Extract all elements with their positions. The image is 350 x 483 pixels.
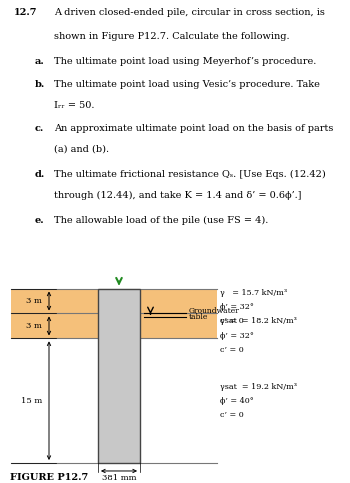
Text: The ultimate point load using Meyerhof’s procedure.: The ultimate point load using Meyerhof’s… [54, 57, 317, 66]
Text: A driven closed-ended pile, circular in cross section, is: A driven closed-ended pile, circular in … [54, 9, 325, 17]
Text: γsat  = 19.2 kN/m³: γsat = 19.2 kN/m³ [220, 383, 298, 391]
Text: ϕ’ = 32°: ϕ’ = 32° [220, 303, 254, 311]
Text: table: table [189, 313, 208, 321]
Text: ϕ’ = 32°: ϕ’ = 32° [220, 331, 254, 340]
Text: c’ = 0: c’ = 0 [220, 411, 244, 419]
Text: through (12.44), and take K = 1.4 and δ’ = 0.6ϕ’.]: through (12.44), and take K = 1.4 and δ’… [54, 191, 302, 200]
Text: The allowable load of the pile (use FS = 4).: The allowable load of the pile (use FS =… [54, 215, 269, 225]
Text: (a) and (b).: (a) and (b). [54, 145, 109, 154]
Text: 3 m: 3 m [26, 322, 42, 330]
Text: c.: c. [35, 124, 44, 133]
Text: 381 mm: 381 mm [102, 474, 136, 482]
Text: shown in Figure P12.7. Calculate the following.: shown in Figure P12.7. Calculate the fol… [54, 32, 290, 42]
Text: γ   = 15.7 kN/m³: γ = 15.7 kN/m³ [220, 289, 288, 297]
Text: γsat  = 18.2 kN/m³: γsat = 18.2 kN/m³ [220, 317, 298, 326]
Bar [10, 313, 217, 339]
Text: c’ = 0: c’ = 0 [220, 345, 244, 354]
Text: d.: d. [35, 170, 45, 179]
Text: c’ = 0: c’ = 0 [220, 317, 244, 325]
Text: Iᵣᵣ = 50.: Iᵣᵣ = 50. [54, 101, 95, 110]
Text: The ultimate frictional resistance Qₛ. [Use Eqs. (12.42): The ultimate frictional resistance Qₛ. [… [54, 170, 326, 179]
Text: FIGURE P12.7: FIGURE P12.7 [10, 473, 89, 482]
Text: 12.7: 12.7 [14, 9, 37, 17]
Text: Groundwater: Groundwater [189, 308, 240, 315]
Text: b.: b. [35, 80, 45, 89]
Bar [10, 288, 217, 313]
Text: An approximate ultimate point load on the basis of parts: An approximate ultimate point load on th… [54, 124, 334, 133]
Bar [98, 288, 140, 463]
Text: The ultimate point load using Vesic’s procedure. Take: The ultimate point load using Vesic’s pr… [54, 80, 320, 89]
Text: e.: e. [35, 215, 45, 225]
Text: a.: a. [35, 57, 45, 66]
Text: ϕ’ = 40°: ϕ’ = 40° [220, 397, 254, 405]
Text: 15 m: 15 m [21, 397, 42, 405]
Text: 3 m: 3 m [26, 297, 42, 305]
